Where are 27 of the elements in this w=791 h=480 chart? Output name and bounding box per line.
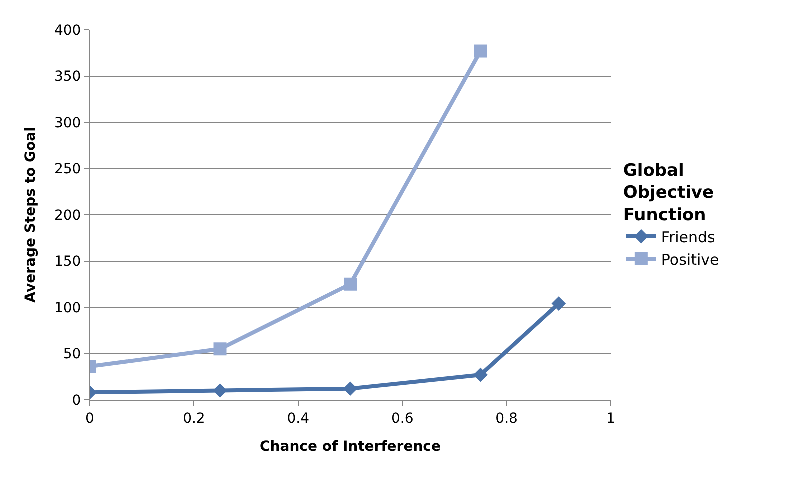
- point: [343, 382, 358, 396]
- point: [474, 368, 488, 382]
- x-tick-label: 0: [86, 410, 94, 427]
- y-tick-label: 100: [54, 300, 82, 316]
- y-tick-label: 250: [54, 162, 82, 178]
- y-tick-label: 300: [54, 115, 82, 132]
- y-tick-label: 350: [54, 69, 82, 86]
- x-axis-title: Chance of Interference: [260, 439, 441, 456]
- x-tick-label: 0.6: [391, 410, 414, 427]
- y-tick-label: 200: [54, 208, 82, 224]
- point: [214, 342, 227, 356]
- legend-label: Positive: [661, 250, 720, 269]
- legend-label: Friends: [661, 228, 716, 246]
- point: [344, 278, 357, 291]
- y-tick-label: 50: [63, 346, 82, 363]
- x-tick-label: 0.8: [496, 410, 518, 427]
- x-tick-label: 0.4: [287, 410, 310, 427]
- y-tick-label: 400: [54, 22, 82, 39]
- y-axis-title: Average Steps to Goal: [23, 127, 40, 303]
- point: [552, 296, 566, 311]
- y-tick-label: 150: [54, 254, 82, 270]
- x-tick-label: 0.2: [183, 410, 206, 427]
- y-tick-label: 0: [72, 392, 82, 409]
- legend-title: Global Objective Function: [623, 161, 714, 226]
- point: [213, 384, 228, 398]
- x-tick-label: 1: [606, 410, 616, 427]
- point: [474, 44, 488, 58]
